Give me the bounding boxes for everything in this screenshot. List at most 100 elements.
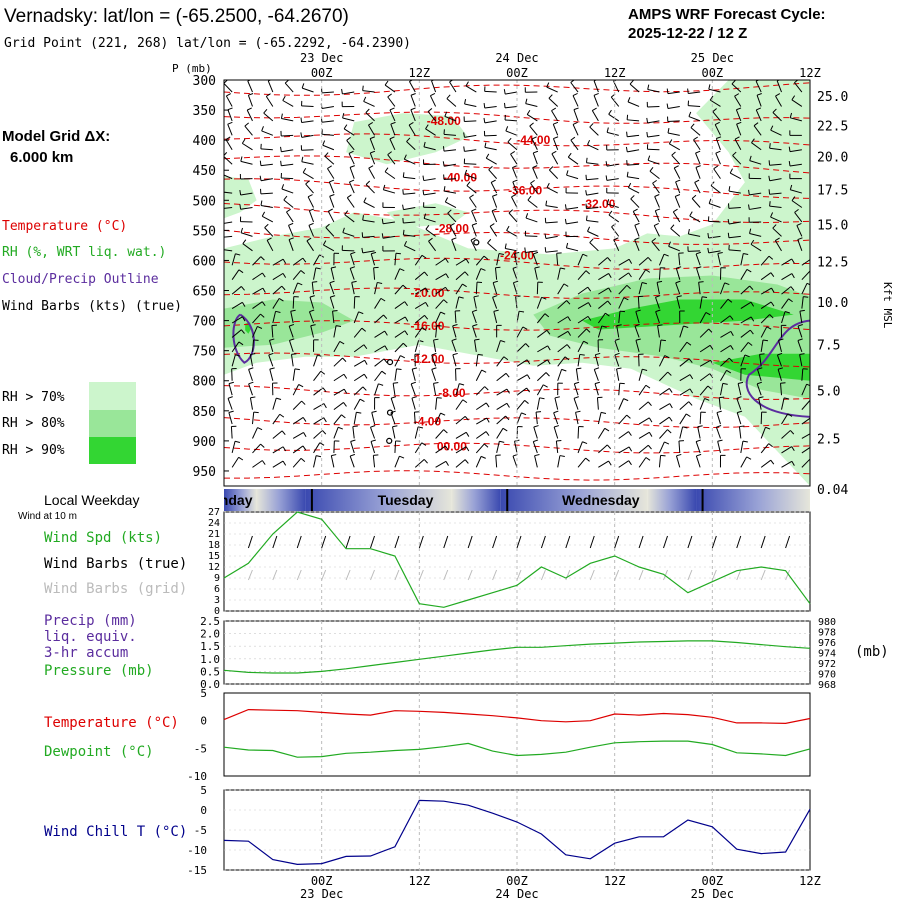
wind-barb-flag — [280, 113, 283, 119]
wind-barb-staff — [627, 163, 640, 166]
wind-barb-staff — [688, 233, 701, 237]
wind-barb — [454, 310, 461, 324]
wind-speed-tick: 18 — [208, 540, 220, 551]
wind-barb — [566, 170, 579, 180]
wind-barb — [327, 208, 335, 223]
wind-barb — [616, 324, 622, 338]
wind-barb-flag — [736, 121, 742, 125]
wind-barb-staff — [283, 199, 294, 208]
wind-barb — [516, 343, 530, 353]
wind-barb-flag — [471, 208, 477, 212]
bottom-date-label: 24 Dec — [495, 887, 538, 900]
wind-barb-flag — [505, 415, 510, 421]
wind-barb-flag — [474, 338, 480, 341]
wind-barb-staff — [548, 169, 559, 179]
wind-barb — [353, 386, 367, 396]
wind-barb-staff — [629, 83, 640, 93]
wind-barb-flag — [799, 309, 805, 312]
wind-barb — [551, 107, 559, 122]
wind-barb-flag — [709, 345, 714, 350]
wind-barb — [310, 324, 316, 338]
wind-barb — [327, 165, 335, 179]
wind-barb-staff — [794, 212, 803, 223]
wind-barb-flag — [746, 456, 752, 460]
wind-barb-flag — [239, 204, 242, 210]
wind-barb-staff — [553, 426, 559, 439]
wind-barb — [455, 415, 469, 425]
wind-barb-staff — [525, 217, 538, 223]
temp-tick: 0 — [200, 715, 207, 728]
wind-barb — [247, 93, 254, 107]
wind-barb — [606, 187, 619, 194]
wind-barb — [239, 216, 253, 223]
wind-barb-flag — [281, 285, 286, 291]
wind-barb-staff — [394, 355, 401, 367]
wind-barb-staff — [242, 142, 253, 151]
wind-barb-flag — [719, 396, 725, 399]
wind-barb-staff — [801, 400, 810, 410]
wind-barb — [402, 189, 416, 195]
wind-barb — [658, 441, 670, 454]
wind-barb-staff — [554, 397, 559, 410]
wind-barb-staff — [698, 282, 701, 295]
wind-barb-flag — [676, 266, 682, 269]
wind-barb-staff — [365, 112, 375, 122]
wind-barb-flag — [402, 172, 405, 178]
wind-barb-flag — [425, 224, 430, 230]
wind-barb-staff — [679, 341, 688, 353]
wind-barb-staff — [227, 109, 233, 122]
wind-barb-flag — [732, 151, 737, 156]
wind-barb — [394, 284, 407, 295]
wind-barb — [351, 280, 357, 295]
wind-barb — [675, 280, 681, 295]
wind-barb-flag — [627, 97, 631, 103]
wind-barb-flag — [772, 108, 777, 113]
wind-barb-staff — [252, 256, 262, 266]
wind-barb — [749, 155, 762, 165]
wind-barb-staff — [224, 155, 233, 165]
wind-barb — [384, 167, 396, 180]
wind-barb — [716, 410, 722, 425]
wind-barb — [536, 296, 547, 309]
rh90-region-low — [712, 353, 810, 381]
wind-barb — [252, 256, 265, 266]
wind-barb — [352, 425, 358, 439]
wind-barb-flag — [289, 323, 295, 327]
wind-barb-staff — [577, 302, 589, 309]
wind-barb-flag — [283, 195, 288, 201]
wind-barb-flag — [582, 441, 588, 445]
wind-barb-flag — [768, 175, 771, 181]
wind-barb-flag — [472, 323, 478, 327]
wind-barb — [626, 160, 640, 166]
precip-tick: 2.0 — [200, 628, 220, 641]
wind-barb — [444, 197, 457, 208]
wind-barb — [736, 396, 742, 410]
wind-barb-flag — [393, 382, 399, 384]
wind-barb-flag — [544, 247, 547, 253]
wind-barb — [368, 165, 376, 179]
wind-barb-flag — [770, 272, 775, 278]
wind-barb — [577, 457, 590, 468]
wind-barb-flag — [715, 150, 721, 154]
wind-barb — [475, 353, 483, 367]
wind-barb-staff — [553, 412, 559, 425]
wind-barb-staff — [577, 286, 589, 295]
wind-barb-staff — [737, 383, 742, 396]
wind-barb-flag — [634, 237, 640, 241]
wind-barb — [489, 223, 498, 237]
legend-rh90: RH > 90% — [2, 443, 65, 458]
wind-barb-staff — [738, 426, 742, 439]
wind-barb-staff — [305, 183, 314, 194]
wind-barb-flag — [736, 107, 742, 111]
wind-barb — [572, 121, 579, 136]
wind-barb-staff — [260, 204, 273, 209]
wind-barb-flag — [714, 121, 720, 126]
wind-barb-staff — [431, 369, 437, 381]
wind-barb-true — [345, 535, 351, 549]
wind-barb-flag — [433, 381, 439, 384]
wind-barb-flag — [790, 430, 795, 435]
wind-barb-staff — [594, 354, 599, 367]
wind-barb — [505, 126, 518, 136]
wind-barb — [585, 203, 599, 210]
wind-barb — [495, 454, 501, 468]
